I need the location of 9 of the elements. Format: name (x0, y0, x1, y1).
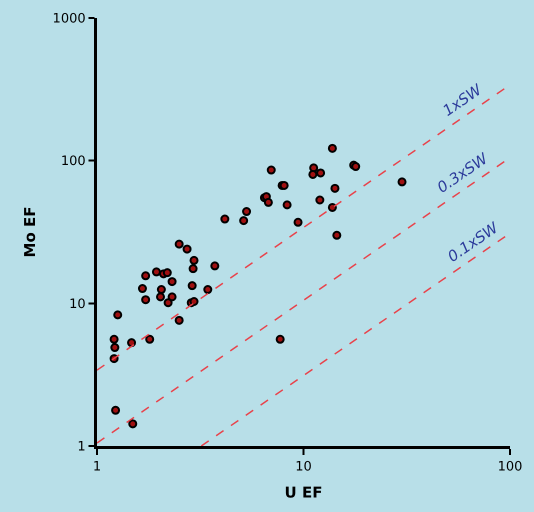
y-axis-title: Mo EF (20, 206, 39, 258)
y-tick-label: 1000 (52, 12, 86, 27)
x-tick-label: 10 (295, 459, 312, 474)
y-tick-label: 10 (69, 296, 86, 312)
x-axis-title: U EF (284, 483, 322, 502)
y-tick-label: 1 (77, 440, 86, 455)
y-tick-label: 100 (60, 154, 86, 170)
x-tick-label: 100 (498, 459, 522, 474)
x-tick-label: 1 (92, 459, 102, 474)
